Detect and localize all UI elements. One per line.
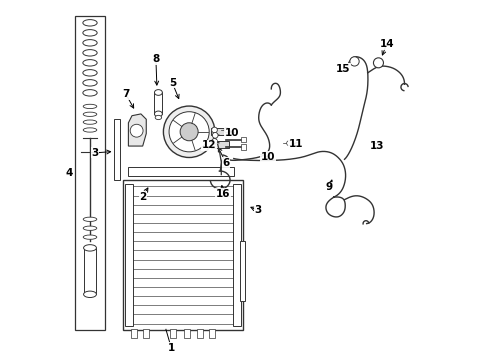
- Text: 14: 14: [379, 39, 393, 49]
- Ellipse shape: [83, 226, 97, 230]
- Text: 5: 5: [168, 78, 176, 88]
- Text: 13: 13: [368, 141, 383, 151]
- Circle shape: [180, 123, 198, 141]
- Text: 8: 8: [152, 54, 159, 64]
- Text: 3: 3: [91, 148, 99, 158]
- Bar: [211, 141, 229, 148]
- Text: 2: 2: [139, 192, 146, 202]
- Circle shape: [130, 124, 143, 137]
- Circle shape: [211, 127, 217, 133]
- Text: 9: 9: [325, 182, 332, 192]
- Ellipse shape: [82, 40, 97, 46]
- Text: 6: 6: [222, 158, 229, 168]
- Text: 16: 16: [215, 189, 230, 199]
- Text: 10: 10: [224, 128, 239, 138]
- Circle shape: [349, 57, 358, 66]
- Text: 15: 15: [335, 64, 349, 73]
- Bar: [241, 144, 245, 150]
- Circle shape: [224, 127, 229, 132]
- Circle shape: [169, 112, 209, 152]
- Ellipse shape: [155, 115, 162, 120]
- Circle shape: [211, 139, 217, 144]
- Ellipse shape: [83, 235, 97, 239]
- Ellipse shape: [82, 50, 97, 56]
- Bar: [128, 167, 233, 176]
- Circle shape: [373, 58, 383, 68]
- Bar: [154, 93, 162, 114]
- FancyBboxPatch shape: [209, 329, 215, 338]
- Polygon shape: [128, 114, 146, 146]
- Text: 4: 4: [65, 168, 72, 178]
- Circle shape: [163, 106, 214, 157]
- Circle shape: [212, 132, 218, 138]
- Circle shape: [286, 141, 291, 146]
- Bar: [123, 180, 242, 330]
- Text: 3: 3: [254, 205, 261, 215]
- Ellipse shape: [83, 112, 97, 116]
- Ellipse shape: [82, 69, 97, 76]
- Circle shape: [263, 152, 268, 157]
- Bar: [114, 119, 120, 180]
- FancyBboxPatch shape: [184, 329, 190, 338]
- Bar: [241, 137, 245, 143]
- Text: 12: 12: [201, 140, 216, 150]
- Ellipse shape: [154, 111, 162, 117]
- Bar: [124, 184, 132, 327]
- Ellipse shape: [83, 128, 97, 132]
- FancyBboxPatch shape: [170, 329, 176, 338]
- Ellipse shape: [82, 30, 97, 36]
- Bar: [75, 16, 105, 330]
- FancyBboxPatch shape: [131, 329, 136, 338]
- Ellipse shape: [154, 90, 162, 95]
- Bar: [211, 128, 229, 135]
- FancyBboxPatch shape: [143, 329, 149, 338]
- Ellipse shape: [82, 60, 97, 66]
- Text: 7: 7: [122, 89, 129, 99]
- Ellipse shape: [83, 217, 97, 221]
- Text: 10: 10: [260, 152, 275, 162]
- Bar: [240, 241, 244, 301]
- Ellipse shape: [82, 19, 97, 26]
- Bar: [233, 184, 241, 327]
- Ellipse shape: [82, 90, 97, 96]
- Ellipse shape: [83, 120, 97, 124]
- Text: 11: 11: [288, 139, 302, 149]
- Ellipse shape: [83, 104, 97, 109]
- Ellipse shape: [83, 291, 96, 297]
- FancyBboxPatch shape: [197, 329, 203, 338]
- Ellipse shape: [83, 245, 96, 251]
- Bar: [83, 248, 96, 294]
- Text: 1: 1: [167, 343, 175, 353]
- Ellipse shape: [82, 80, 97, 86]
